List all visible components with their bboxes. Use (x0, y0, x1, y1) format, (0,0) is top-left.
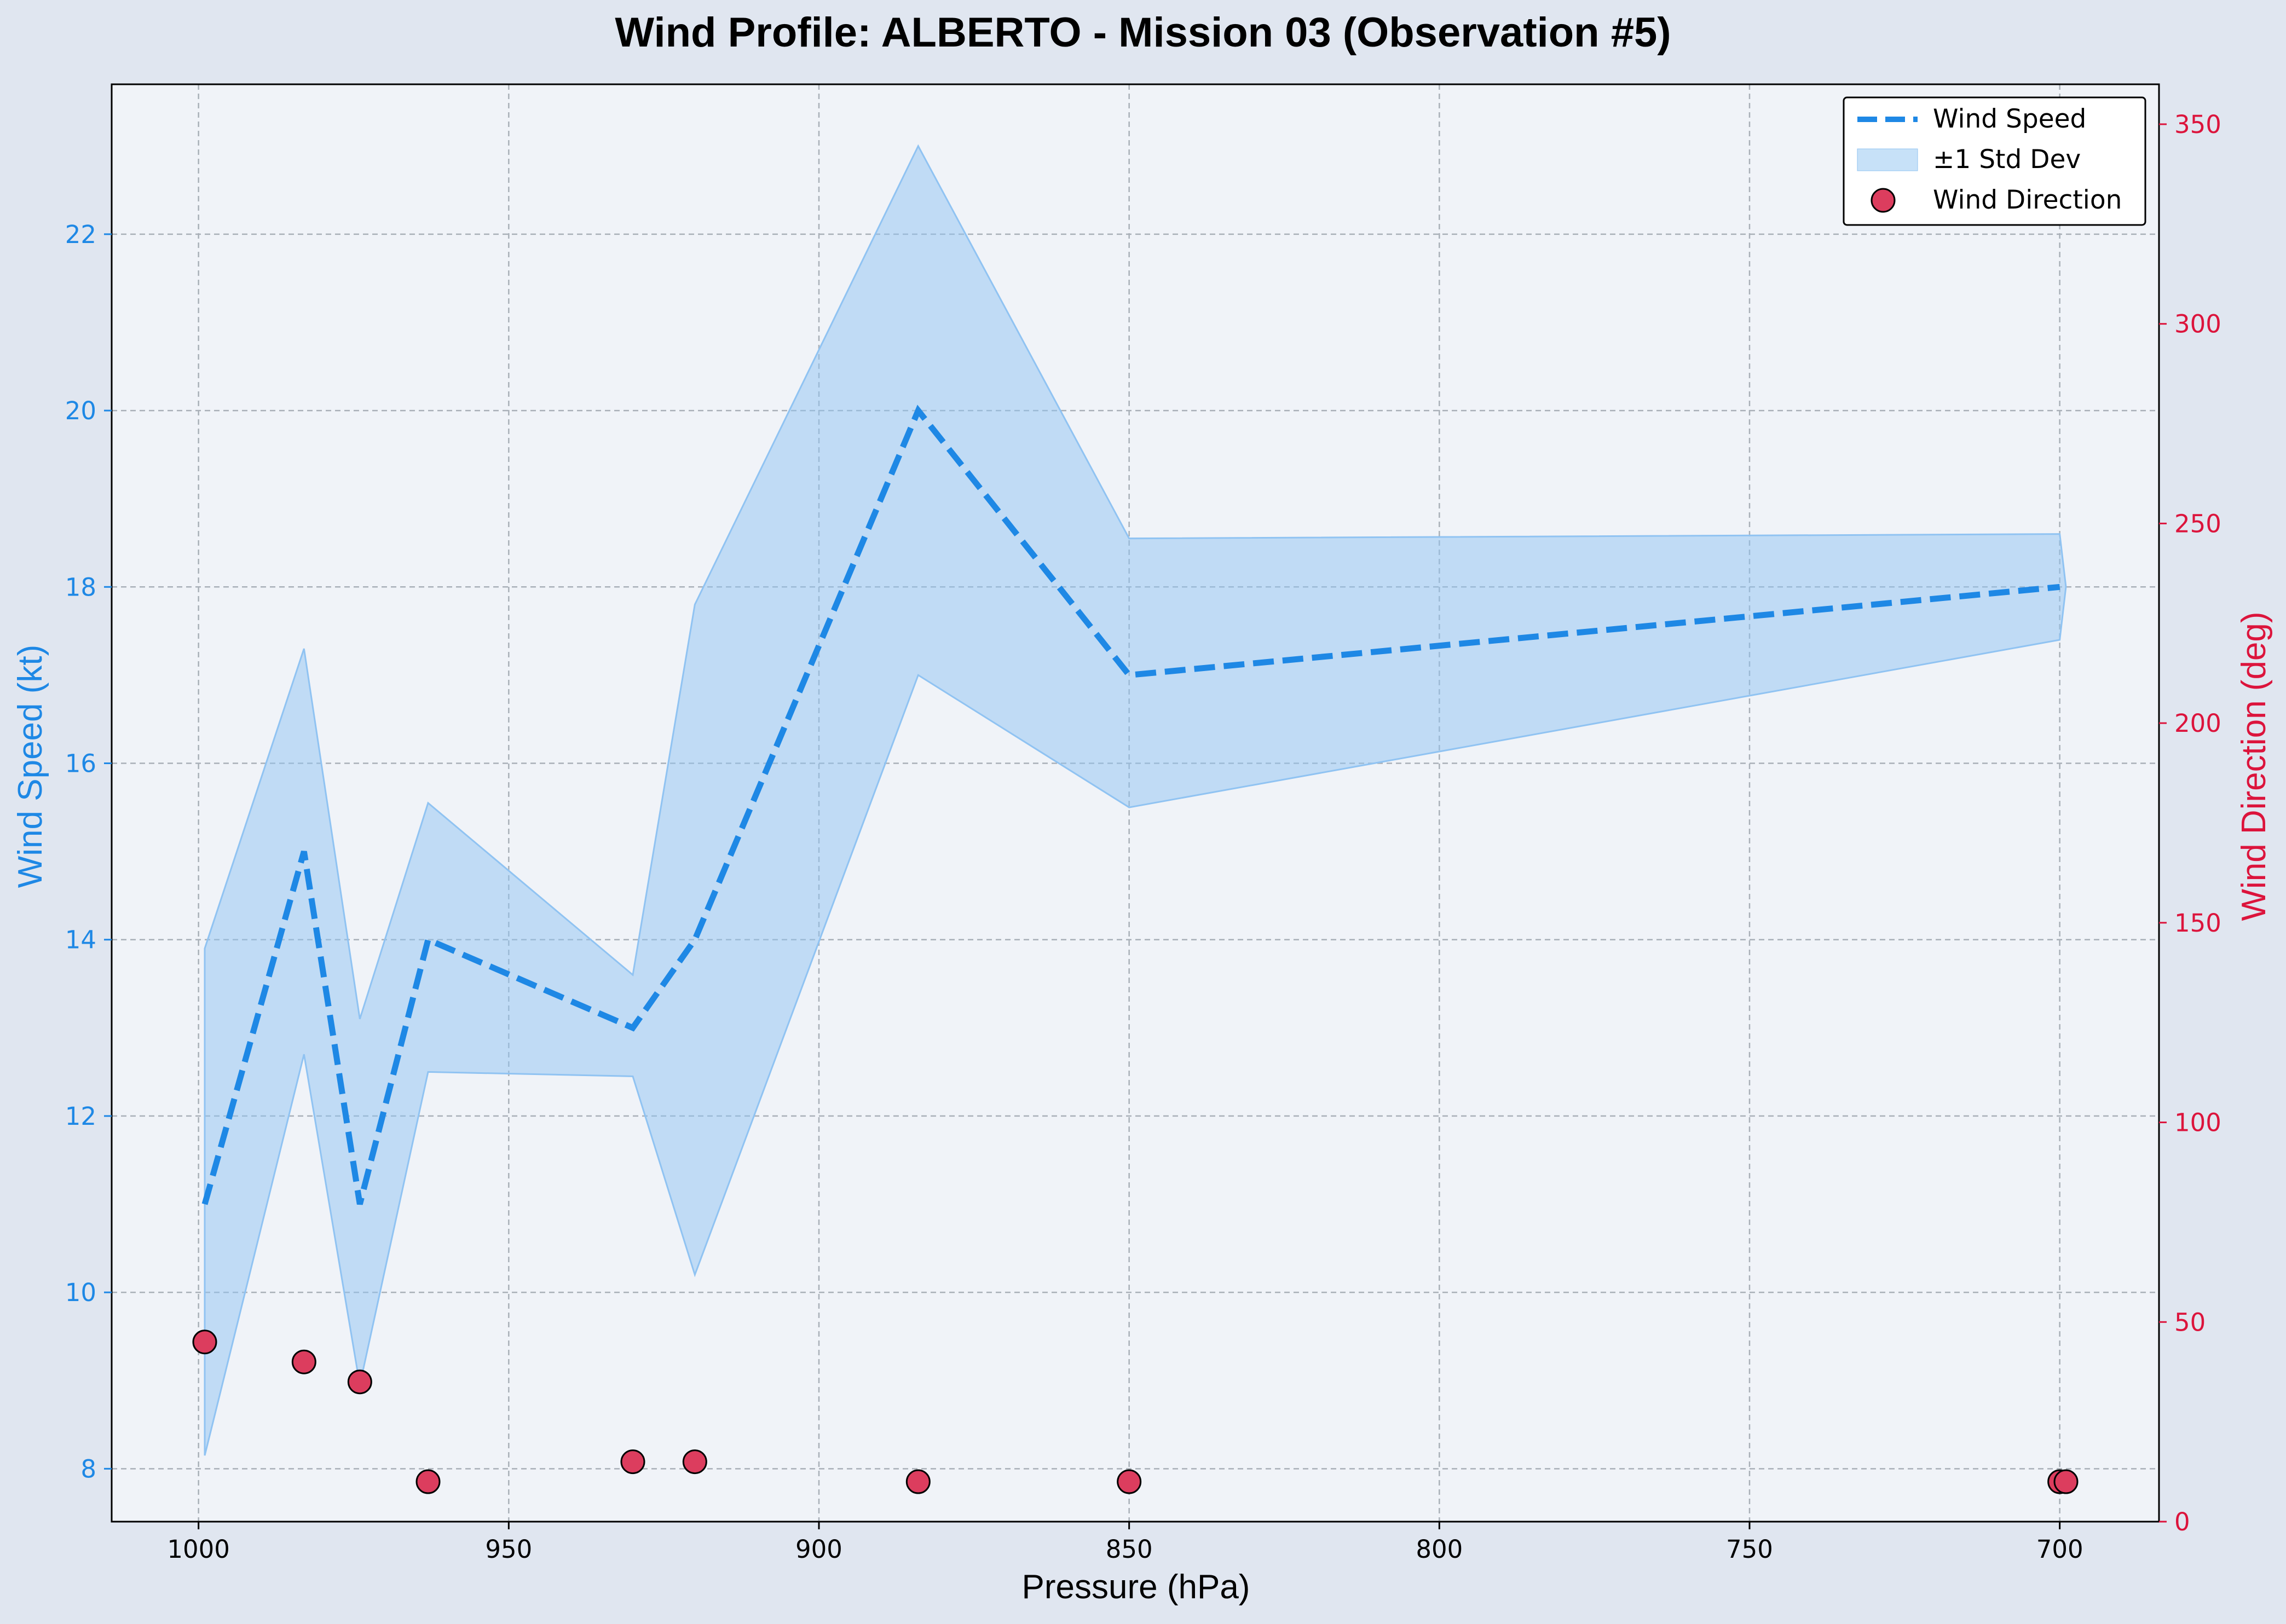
y2-tick-label: 350 (2174, 110, 2221, 139)
wind-direction-point (1117, 1469, 1142, 1494)
legend-std-dev-swatch (1857, 148, 1918, 171)
wind-direction-point (2053, 1469, 2079, 1494)
axis-ticks: 1000 950 900 850 800 750 700 8 10 12 14 16 18 20 22 0 50… (65, 110, 2221, 1564)
x-tick-label: 900 (795, 1535, 842, 1564)
wind-direction-point (905, 1469, 931, 1494)
x-tick-label: 800 (1416, 1535, 1463, 1564)
y2-tick-label: 0 (2174, 1507, 2190, 1536)
wind-direction-point (291, 1349, 316, 1374)
y-tick-label: 14 (65, 926, 96, 955)
wind-direction-point (347, 1369, 372, 1395)
y2-tick-label: 100 (2174, 1108, 2221, 1137)
wind-direction-points (192, 1330, 2079, 1494)
y-tick-label: 10 (65, 1278, 96, 1307)
y2-tick-label: 250 (2174, 509, 2221, 538)
y-tick-label: 18 (65, 573, 96, 602)
y2-tick-label: 150 (2174, 909, 2221, 938)
wind-direction-point (682, 1449, 707, 1475)
chart-title: Wind Profile: ALBERTO - Mission 03 (Obse… (615, 9, 1671, 56)
legend-wind-speed-label: Wind Speed (1933, 104, 2086, 134)
x-tick-label: 850 (1106, 1535, 1153, 1564)
y-tick-label: 16 (65, 749, 96, 778)
y2-tick-label: 300 (2174, 310, 2221, 339)
wind-speed-line (201, 404, 2060, 1205)
legend-wind-direction-label: Wind Direction (1933, 185, 2122, 215)
legend: Wind Speed ±1 Std Dev Wind Direction (1843, 96, 2146, 226)
plot-frame (111, 83, 2160, 1523)
y-tick-label: 20 (65, 396, 96, 425)
legend-std-dev-label: ±1 Std Dev (1933, 145, 2081, 175)
y2-tick-label: 50 (2174, 1308, 2206, 1337)
wind-direction-point (415, 1469, 441, 1494)
wind-direction-point (620, 1449, 645, 1475)
y-axis-label: Wind Speed (kt) (11, 645, 49, 888)
wind-direction-point (192, 1330, 217, 1355)
std-dev-band (204, 144, 2067, 1456)
y2-tick-label: 200 (2174, 709, 2221, 738)
legend-wind-direction-swatch (1871, 188, 1896, 213)
x-tick-label: 700 (2036, 1535, 2083, 1564)
x-tick-label: 1000 (167, 1535, 230, 1564)
y-tick-label: 12 (65, 1102, 96, 1131)
y2-axis-label: Wind Direction (deg) (2235, 611, 2273, 921)
y-tick-label: 22 (65, 220, 96, 249)
x-tick-label: 750 (1726, 1535, 1773, 1564)
x-axis-label: Pressure (hPa) (1022, 1568, 1250, 1606)
y-tick-label: 8 (80, 1454, 96, 1483)
x-tick-label: 950 (485, 1535, 532, 1564)
